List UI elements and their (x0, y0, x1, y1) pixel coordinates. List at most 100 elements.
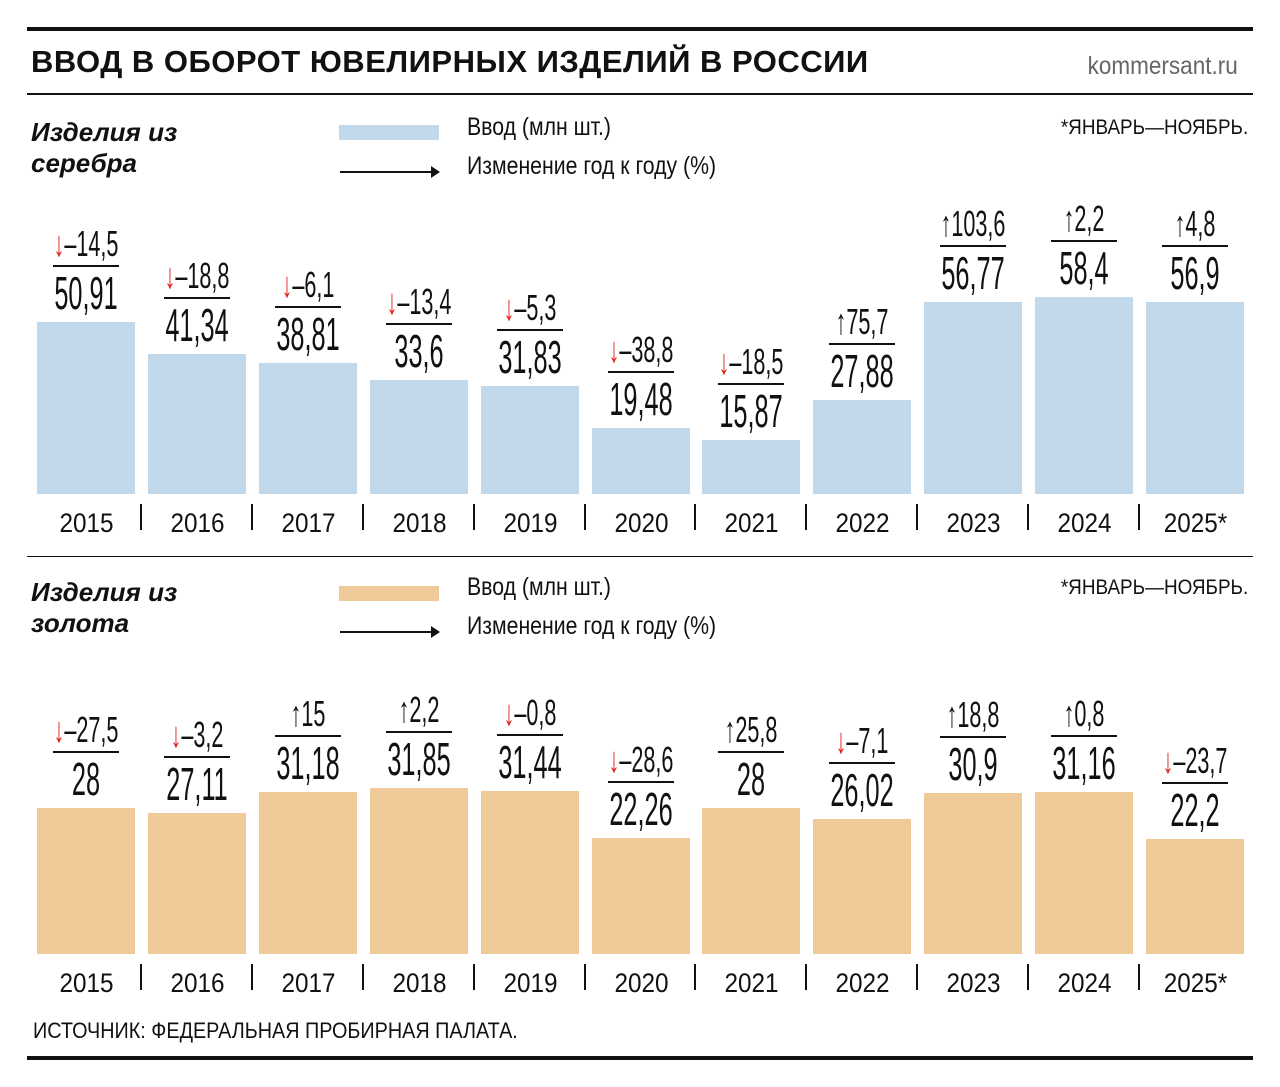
year-label: 2025* (1163, 968, 1228, 998)
change-label: ↑2,2 (371, 692, 467, 728)
arrow-down-icon: ↓ (608, 739, 619, 781)
bar (1146, 301, 1244, 494)
year-label: 2017 (281, 968, 336, 998)
year-separator (472, 504, 475, 530)
label-divider (274, 734, 341, 737)
label-divider (1051, 239, 1118, 242)
value-label: 50,91 (54, 266, 118, 319)
silver-note: *ЯНВАРЬ—НОЯБРЬ. (1060, 116, 1248, 139)
value-label: 38,81 (276, 307, 340, 360)
value-label: 56,9 (1170, 246, 1220, 299)
change-value: 18,8 (957, 694, 1000, 736)
value-label: 28 (71, 753, 101, 806)
value-label: 31,44 (497, 735, 562, 788)
value-label: 33,6 (394, 325, 444, 378)
year-label: 2015 (59, 968, 114, 998)
silver-section-title: Изделия из серебра (31, 117, 178, 178)
year-label: 2017 (281, 508, 336, 538)
change-value: –13,4 (397, 281, 452, 323)
year-label: 2022 (835, 968, 890, 998)
change-value: –0,8 (513, 691, 557, 733)
value-label: 31,16 (1052, 736, 1116, 789)
arrow-down-icon: ↓ (608, 329, 619, 371)
value-label: 31,83 (497, 331, 562, 384)
bar (258, 362, 357, 494)
change-label: ↓–18,8 (149, 258, 245, 294)
change-label: ↓–7,1 (814, 722, 910, 759)
year-label: 2018 (392, 968, 447, 998)
label-divider (1162, 244, 1228, 247)
label-divider (607, 781, 674, 784)
change-value: 25,8 (735, 709, 778, 751)
year-label: 2019 (503, 508, 558, 538)
label-divider (53, 264, 119, 267)
bar (147, 354, 246, 494)
change-value: –28,6 (618, 739, 673, 781)
change-value: 15 (301, 692, 326, 734)
year-separator (139, 504, 142, 530)
value-label: 31,18 (276, 736, 340, 789)
year-separator (472, 964, 475, 990)
arrow-up-icon: ↑ (940, 203, 952, 245)
change-value: –23,7 (1173, 739, 1228, 781)
bar (702, 808, 801, 954)
year-separator (361, 504, 364, 530)
value-label: 56,77 (941, 247, 1005, 300)
value-label: 31,85 (387, 733, 451, 786)
year-label: 2024 (1057, 968, 1112, 998)
change-label: ↑0,8 (1036, 695, 1132, 732)
year-label: 2022 (835, 508, 890, 538)
year-label: 2016 (170, 508, 225, 538)
bar (480, 790, 579, 954)
bar (813, 399, 912, 494)
change-label: ↑15 (260, 692, 356, 734)
value-label: 26,02 (830, 763, 894, 816)
value-label: 19,48 (608, 373, 673, 426)
year-separator (583, 964, 586, 990)
label-divider (829, 342, 896, 345)
label-divider (829, 761, 896, 764)
label-divider (1051, 734, 1118, 737)
change-label: ↓–27,5 (38, 712, 134, 748)
year-label: 2016 (170, 968, 225, 998)
change-value: –38,8 (618, 329, 673, 371)
change-value: –27,5 (64, 709, 119, 751)
change-value: 2,2 (1074, 197, 1105, 239)
year-separator (1138, 964, 1140, 990)
arrow-down-icon: ↓ (718, 341, 730, 383)
change-value: –5,3 (513, 287, 557, 329)
arrow-down-icon: ↓ (386, 281, 398, 323)
change-label: ↑4,8 (1147, 205, 1243, 242)
label-divider (940, 245, 1007, 248)
year-separator (361, 964, 364, 990)
year-label: 2023 (946, 508, 1001, 538)
bar (37, 321, 135, 494)
arrow-down-icon: ↓ (503, 691, 514, 733)
year-separator (916, 504, 919, 530)
year-separator (250, 504, 253, 530)
year-label: 2020 (613, 968, 669, 998)
year-separator (694, 504, 697, 530)
gold-section-title: Изделия из золота (31, 577, 178, 638)
bar (813, 818, 912, 954)
value-label: 27,88 (830, 344, 894, 397)
gold-legend-volume: Ввод (млн шт.) (467, 573, 612, 601)
top-rule (27, 27, 1253, 31)
label-divider (496, 329, 563, 332)
change-label: ↓–14,5 (38, 225, 134, 262)
bar (480, 386, 579, 494)
bar (258, 791, 357, 954)
year-label: 2021 (724, 968, 779, 998)
change-value: 75,7 (846, 300, 889, 342)
year-label: 2018 (392, 508, 447, 538)
bar (702, 440, 801, 494)
year-separator (805, 504, 808, 530)
arrow-up-icon: ↑ (290, 692, 302, 734)
year-separator (250, 964, 253, 990)
arrow-up-icon: ↑ (946, 694, 958, 736)
silver-legend-change: Изменение год к году (%) (467, 152, 717, 180)
change-label: ↑75,7 (814, 300, 910, 342)
change-label: ↑18,8 (925, 697, 1021, 733)
year-separator (916, 964, 919, 990)
bar (591, 838, 690, 954)
